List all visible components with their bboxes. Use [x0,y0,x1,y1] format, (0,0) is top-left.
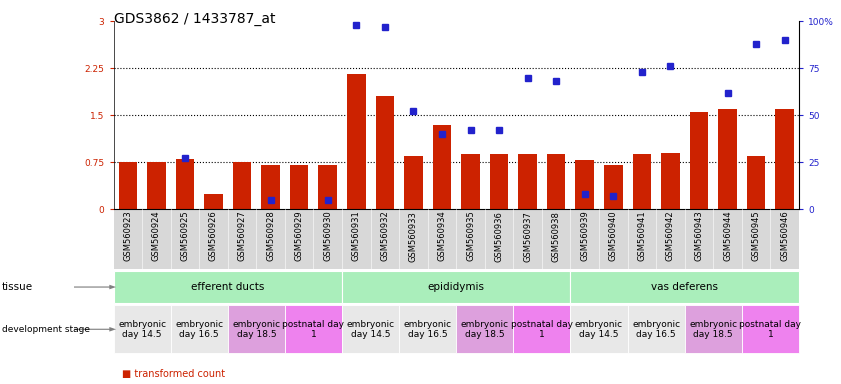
Bar [575,161,594,209]
Bar [518,154,537,209]
Bar [233,162,251,209]
Bar [547,154,565,209]
Text: tissue: tissue [2,282,33,292]
Bar [461,154,480,209]
Text: GDS3862 / 1433787_at: GDS3862 / 1433787_at [114,12,275,25]
Bar [319,166,337,209]
Bar [690,112,708,209]
Text: embryonic
day 16.5: embryonic day 16.5 [632,319,680,339]
Text: epididymis: epididymis [428,282,484,292]
Text: embryonic
day 18.5: embryonic day 18.5 [690,319,738,339]
Bar [661,153,680,209]
Bar [290,166,309,209]
Text: embryonic
day 18.5: embryonic day 18.5 [461,319,509,339]
Text: embryonic
day 14.5: embryonic day 14.5 [575,319,623,339]
Text: embryonic
day 16.5: embryonic day 16.5 [175,319,223,339]
Text: embryonic
day 16.5: embryonic day 16.5 [404,319,452,339]
Text: development stage: development stage [2,325,90,334]
Bar [432,124,452,209]
Text: embryonic
day 14.5: embryonic day 14.5 [346,319,394,339]
Bar [718,109,737,209]
Bar [604,166,622,209]
Bar [147,162,166,209]
Bar [347,74,366,209]
Text: embryonic
day 14.5: embryonic day 14.5 [118,319,167,339]
Text: embryonic
day 18.5: embryonic day 18.5 [232,319,280,339]
Bar [262,166,280,209]
Text: postnatal day
1: postnatal day 1 [739,319,801,339]
Bar [119,162,137,209]
Bar [204,194,223,209]
Bar [632,154,651,209]
Text: postnatal day
1: postnatal day 1 [511,319,573,339]
Text: postnatal day
1: postnatal day 1 [283,319,345,339]
Bar [376,96,394,209]
Bar [747,156,765,209]
Bar [489,154,508,209]
Bar [775,109,794,209]
Bar [405,156,423,209]
Text: vas deferens: vas deferens [651,282,718,292]
Text: efferent ducts: efferent ducts [191,282,264,292]
Bar [176,159,194,209]
Text: ■ transformed count: ■ transformed count [122,369,225,379]
